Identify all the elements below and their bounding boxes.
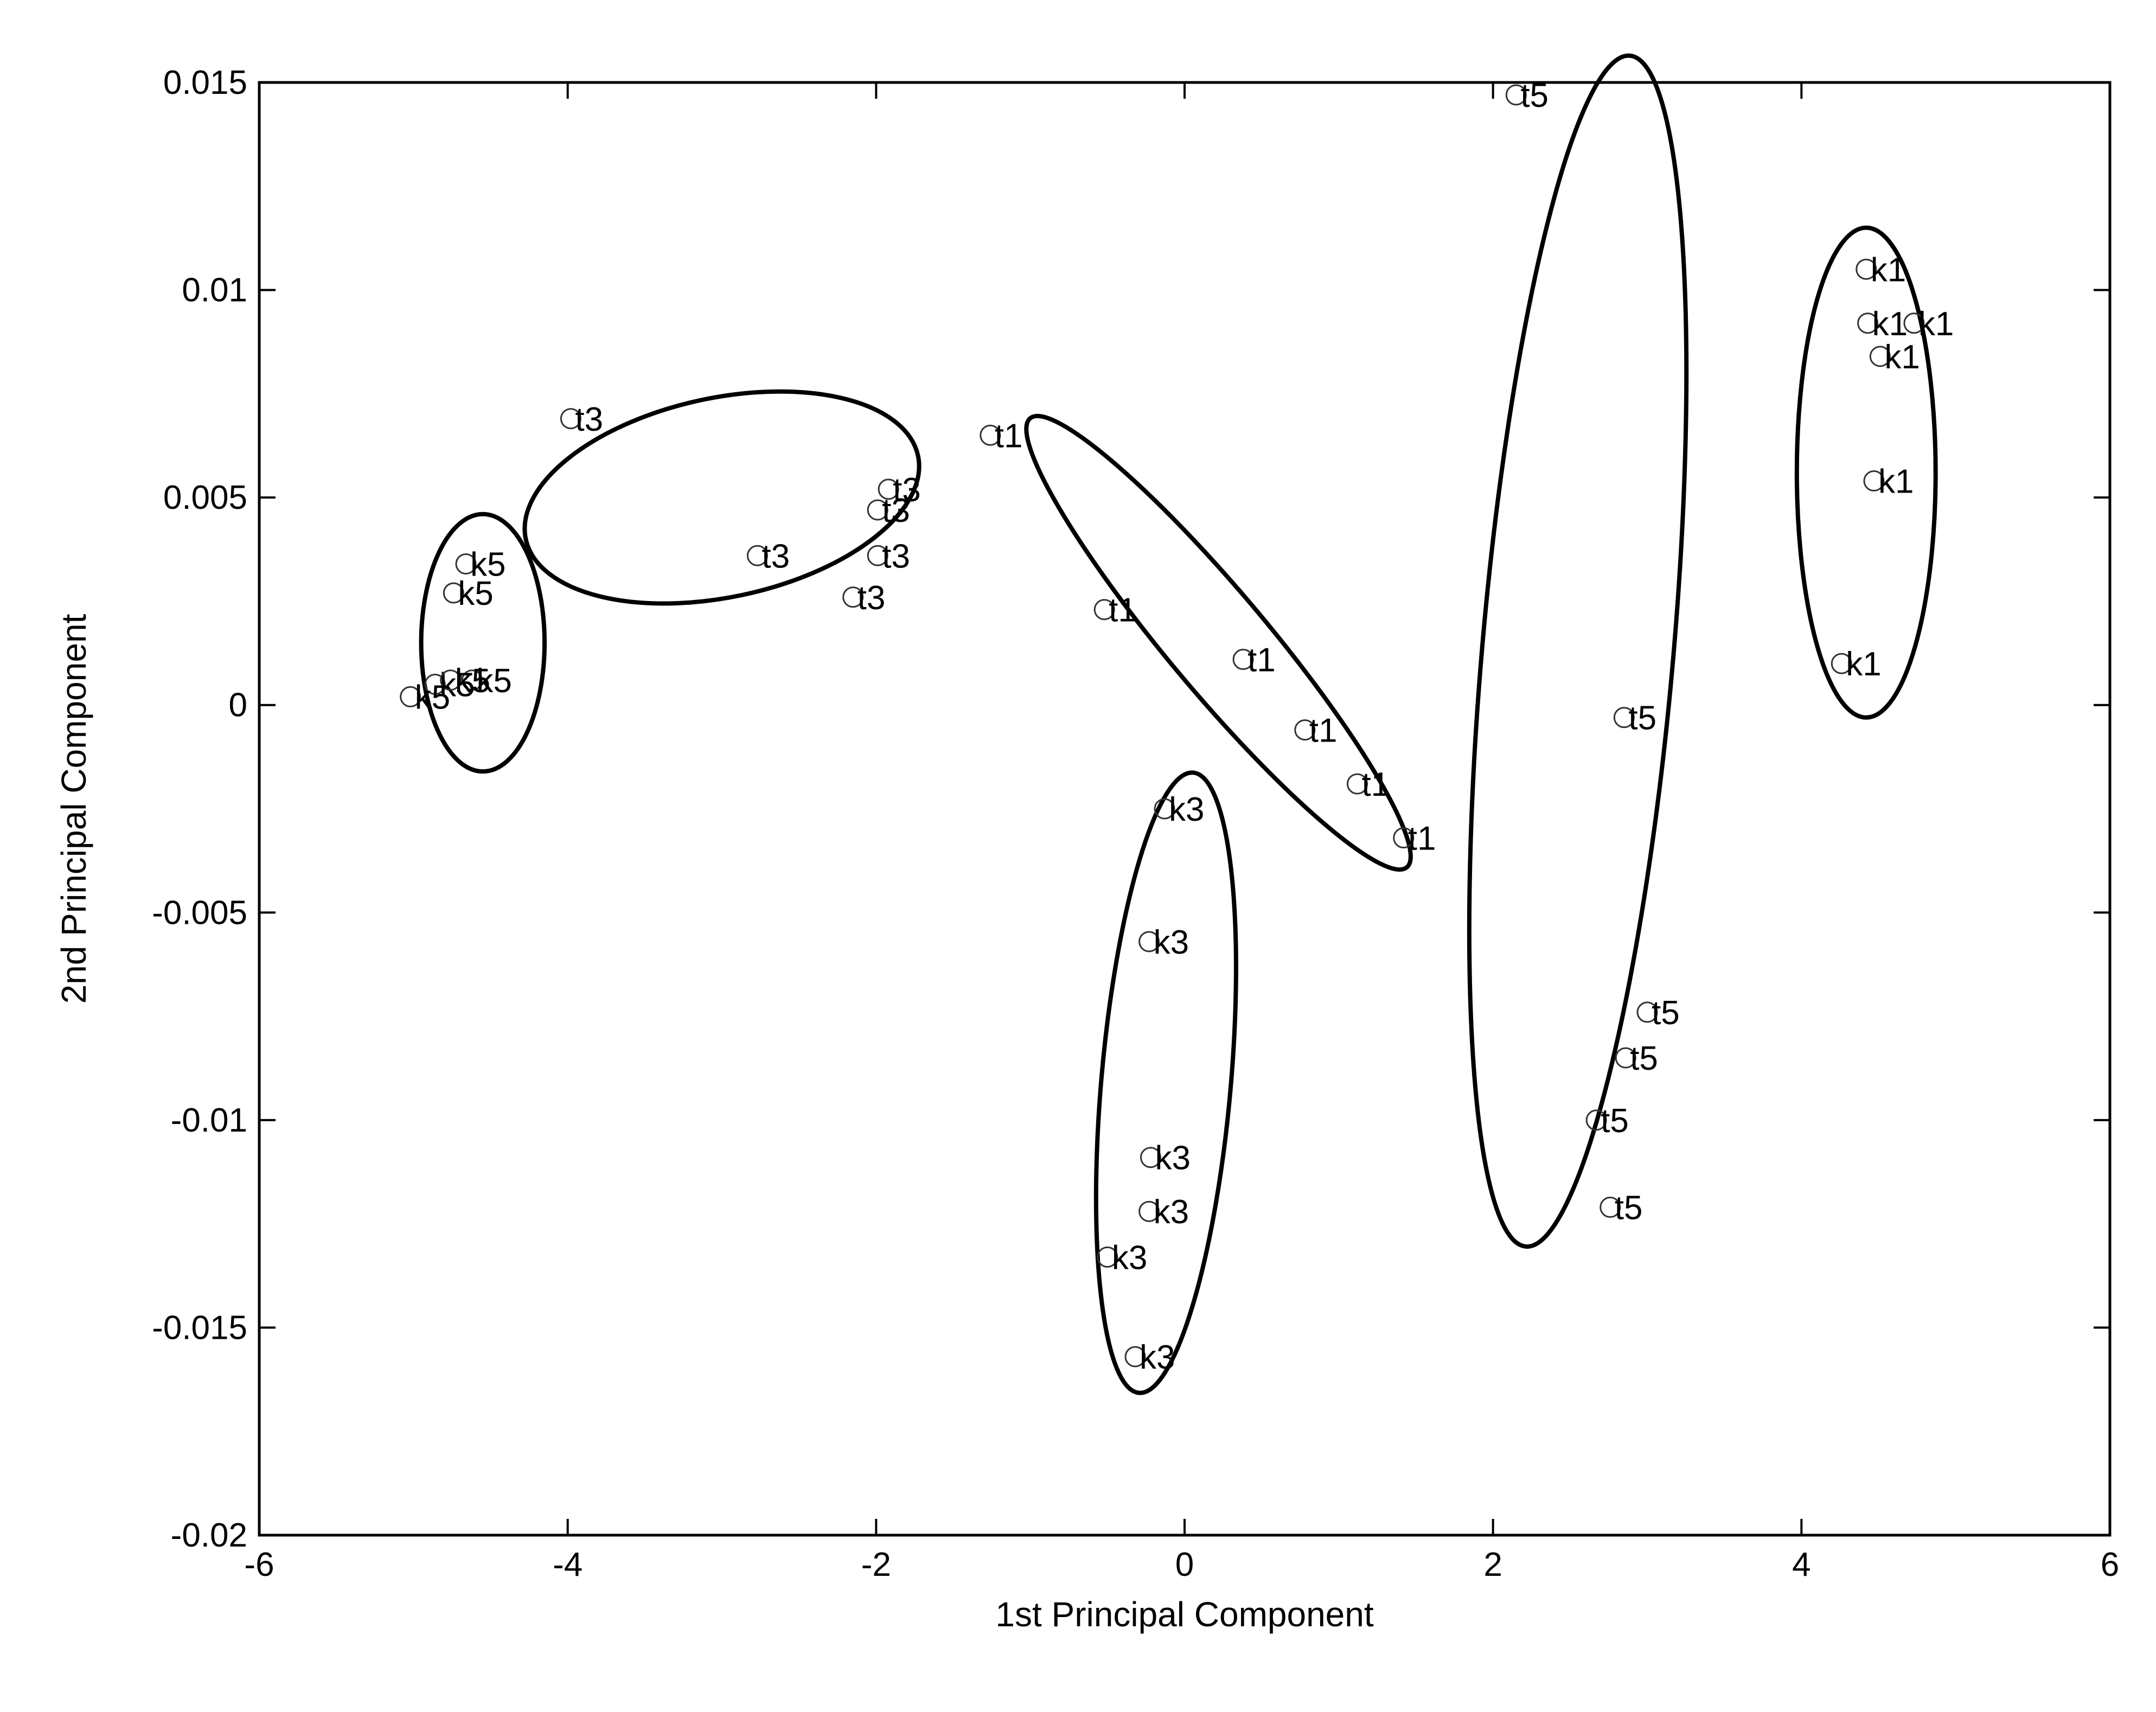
data-point bbox=[1505, 84, 1527, 106]
data-point bbox=[1294, 719, 1316, 741]
point-label: t5 bbox=[1630, 1040, 1658, 1077]
data-point bbox=[424, 673, 446, 695]
point-label: k1 bbox=[1884, 338, 1920, 376]
y-axis-label: 2nd Principal Component bbox=[54, 614, 93, 1004]
point-label: k3 bbox=[1112, 1239, 1147, 1276]
data-point bbox=[1154, 798, 1175, 820]
point-label: k1 bbox=[1871, 251, 1906, 289]
data-point bbox=[1600, 1197, 1621, 1218]
x-tick-label: 0 bbox=[1175, 1546, 1194, 1583]
point-label: k1 bbox=[1872, 305, 1908, 343]
data-point bbox=[1857, 312, 1879, 334]
data-point bbox=[1124, 1346, 1146, 1368]
cluster-ellipse bbox=[1093, 770, 1238, 1395]
point-label: t3 bbox=[858, 579, 886, 617]
cluster-ellipse bbox=[1024, 413, 1413, 872]
x-tick-label: 6 bbox=[2101, 1546, 2119, 1583]
data-point bbox=[560, 408, 581, 430]
data-point bbox=[1585, 1109, 1607, 1131]
data-point bbox=[1093, 599, 1115, 621]
point-label: k3 bbox=[1140, 1339, 1175, 1376]
point-label: k3 bbox=[1169, 791, 1204, 828]
data-point bbox=[1856, 258, 1877, 280]
data-point bbox=[878, 478, 899, 500]
data-point bbox=[1097, 1246, 1118, 1268]
data-point bbox=[746, 545, 768, 566]
point-label: t1 bbox=[1361, 766, 1390, 803]
y-tick-label: 0.01 bbox=[182, 272, 247, 309]
x-tick-label: 2 bbox=[1483, 1546, 1502, 1583]
point-label: k5 bbox=[455, 662, 490, 700]
y-tick-label: 0.015 bbox=[163, 64, 247, 101]
point-label: k5 bbox=[458, 575, 493, 612]
point-label: k3 bbox=[1154, 924, 1189, 961]
cluster-ellipse bbox=[522, 389, 922, 606]
point-label: t3 bbox=[893, 471, 921, 509]
data-point bbox=[1613, 707, 1635, 729]
cluster-ellipse bbox=[1794, 225, 1938, 720]
point-label: k5 bbox=[415, 679, 450, 716]
data-point bbox=[1863, 470, 1885, 492]
y-tick-label: -0.01 bbox=[171, 1102, 247, 1139]
y-tick-label: -0.02 bbox=[171, 1517, 247, 1554]
x-tick-label: 4 bbox=[1792, 1546, 1810, 1583]
data-point bbox=[1636, 1001, 1658, 1023]
point-label: k3 bbox=[1155, 1140, 1190, 1177]
data-point bbox=[867, 499, 888, 521]
data-point bbox=[400, 686, 421, 707]
point-label: t1 bbox=[1247, 642, 1276, 679]
point-label: t1 bbox=[995, 417, 1023, 455]
point-label: k3 bbox=[1154, 1193, 1189, 1231]
data-point bbox=[1869, 346, 1891, 367]
data-point bbox=[1138, 931, 1160, 953]
point-label: t5 bbox=[1601, 1102, 1629, 1140]
point-label: t3 bbox=[762, 538, 790, 575]
data-point bbox=[1232, 649, 1254, 670]
x-axis-label: 1st Principal Component bbox=[995, 1595, 1373, 1634]
x-axis-ticks: -6 -4 -2 0 2 4 6 bbox=[244, 82, 2119, 1583]
x-tick-label: -6 bbox=[244, 1546, 274, 1583]
data-point bbox=[1831, 653, 1852, 674]
cluster-ellipses bbox=[419, 53, 1938, 1395]
data-point bbox=[867, 545, 888, 566]
data-point bbox=[980, 424, 1001, 446]
data-point bbox=[1393, 827, 1415, 849]
point-label: t1 bbox=[1109, 592, 1137, 629]
point-label: k5 bbox=[470, 546, 506, 584]
y-axis-ticks: -0.02 -0.015 -0.01 -0.005 0 0.005 0.01 0.015 bbox=[152, 64, 2110, 1554]
x-tick-label: -2 bbox=[861, 1546, 891, 1583]
point-label: t5 bbox=[1628, 700, 1656, 737]
data-point bbox=[842, 586, 864, 608]
cluster-ellipse bbox=[419, 512, 547, 774]
point-label: t3 bbox=[882, 492, 910, 529]
x-tick-label: -4 bbox=[553, 1546, 583, 1583]
point-label: t3 bbox=[882, 538, 910, 575]
point-label: k5 bbox=[476, 662, 511, 700]
y-tick-label: -0.005 bbox=[152, 894, 247, 931]
point-label: t1 bbox=[1408, 820, 1436, 858]
data-point bbox=[1903, 312, 1925, 334]
point-label: t1 bbox=[1309, 712, 1338, 750]
data-point bbox=[455, 553, 477, 575]
data-point bbox=[461, 669, 483, 691]
data-point bbox=[1346, 773, 1368, 795]
y-tick-label: 0.005 bbox=[163, 479, 247, 516]
point-label: k1 bbox=[1878, 463, 1914, 501]
y-tick-label: -0.015 bbox=[152, 1309, 247, 1346]
point-label: k1 bbox=[1918, 305, 1954, 343]
data-point bbox=[1140, 1147, 1161, 1168]
data-point bbox=[440, 669, 462, 691]
point-label: t3 bbox=[575, 401, 603, 438]
point-label: k1 bbox=[1846, 646, 1881, 683]
point-label: t5 bbox=[1652, 994, 1680, 1032]
point-label: t5 bbox=[1615, 1190, 1643, 1227]
data-point bbox=[1138, 1200, 1160, 1222]
y-tick-label: 0 bbox=[229, 687, 247, 724]
data-point bbox=[1615, 1047, 1636, 1069]
cluster-ellipse bbox=[1467, 53, 1689, 1249]
data-point bbox=[443, 582, 464, 604]
